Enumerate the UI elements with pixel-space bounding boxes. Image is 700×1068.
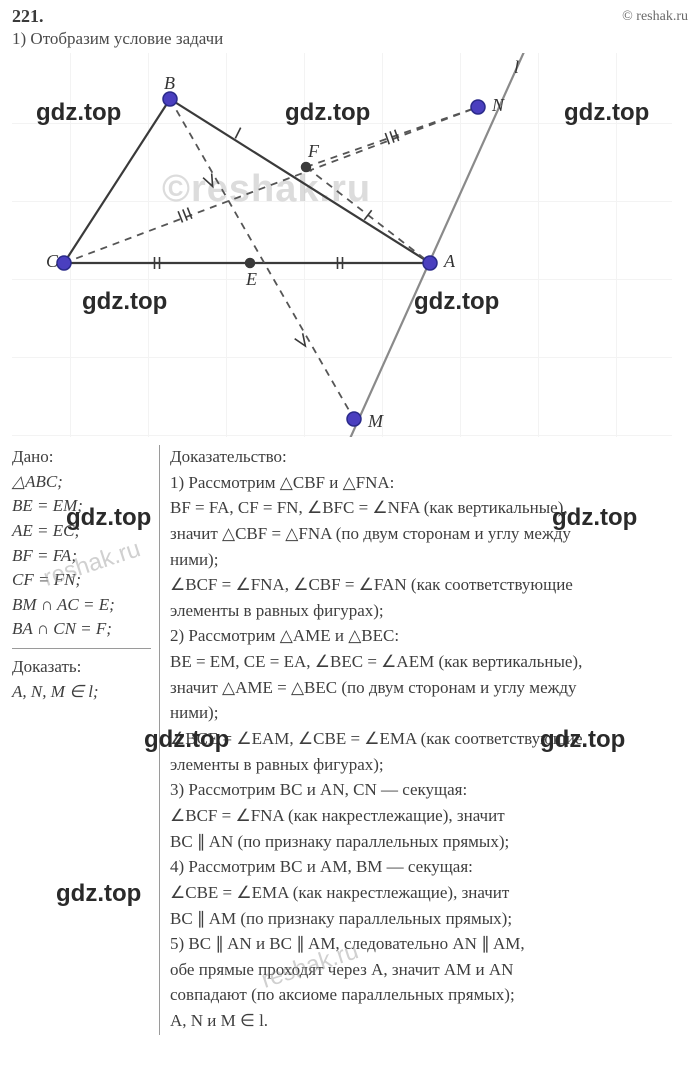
svg-text:l: l [514,57,519,77]
proof-line: 3) Рассмотрим BC и AN, CN — секущая: [170,778,688,803]
proof-line: BC ∥ AN (по признаку параллельных прямых… [170,830,688,855]
svg-text:F: F [307,141,320,161]
svg-text:E: E [245,269,257,289]
proof-line: BE = EM, CE = EA, ∠BEC = ∠AEM (как верти… [170,650,688,675]
proof-line: элементы в равных фигурах); [170,753,688,778]
brand-label: © reshak.ru [622,9,688,25]
proof-line: значит △CBF = △FNA (по двум сторонам и у… [170,522,688,547]
svg-text:A: A [443,251,456,271]
proof-line: ними); [170,701,688,726]
diagram-container: ©reshak.ru BNFCEAMl [12,53,672,437]
given-line: BF = FA; [12,544,151,569]
given-title: Дано: [12,445,151,470]
proof-line: 4) Рассмотрим BC и AM, BM — секущая: [170,855,688,880]
proof-line: BF = FA, CF = FN, ∠BFC = ∠NFA (как верти… [170,496,688,521]
proof-line: A, N и M ∈ l. [170,1009,688,1034]
given-divider [12,648,151,649]
proof-line: элементы в равных фигурах); [170,599,688,624]
proof-line: обе прямые проходят через A, значит AM и… [170,958,688,983]
proof-line: 1) Рассмотрим △CBF и △FNA: [170,471,688,496]
proof-column: Доказательство: 1) Рассмотрим △CBF и △FN… [160,445,688,1035]
proof-title: Доказательство: [170,445,688,470]
proof-line: 5) BC ∥ AN и BC ∥ AM, следовательно AN ∥… [170,932,688,957]
given-line: AE = EC; [12,519,151,544]
svg-text:N: N [491,95,505,115]
proof-line: ∠BCE = ∠EAM, ∠CBE = ∠EMA (как соответств… [170,727,688,752]
given-line: CF = FN; [12,568,151,593]
prove-line: A, N, M ∈ l; [12,680,151,705]
given-line: BM ∩ AC = E; [12,593,151,618]
proof-line: ∠CBE = ∠EMA (как накрестлежащие), значит [170,881,688,906]
prove-title: Доказать: [12,655,151,680]
svg-text:C: C [46,251,59,271]
proof-line: значит △AME = △BEC (по двум сторонам и у… [170,676,688,701]
subtitle: 1) Отобразим условие задачи [0,29,700,53]
proof-line: ними); [170,548,688,573]
given-line: BE = EM; [12,494,151,519]
problem-number: 221. [12,6,44,27]
proof-line: BC ∥ AM (по признаку параллельных прямых… [170,907,688,932]
svg-text:M: M [367,411,384,431]
geometry-diagram: B N F C E A Ml [12,53,672,437]
svg-text:B: B [164,73,175,93]
proof-line: совпадают (по аксиоме параллельных прямы… [170,983,688,1008]
given-column: Дано: △ABC;BE = EM;AE = EC;BF = FA;CF = … [12,445,160,1035]
given-line: BA ∩ CN = F; [12,617,151,642]
solution-block: Дано: △ABC;BE = EM;AE = EC;BF = FA;CF = … [0,437,700,1035]
proof-line: ∠BCF = ∠FNA, ∠CBF = ∠FAN (как соответств… [170,573,688,598]
given-line: △ABC; [12,470,151,495]
proof-line: ∠BCF = ∠FNA (как накрестлежащие), значит [170,804,688,829]
proof-line: 2) Рассмотрим △AME и △BEC: [170,624,688,649]
